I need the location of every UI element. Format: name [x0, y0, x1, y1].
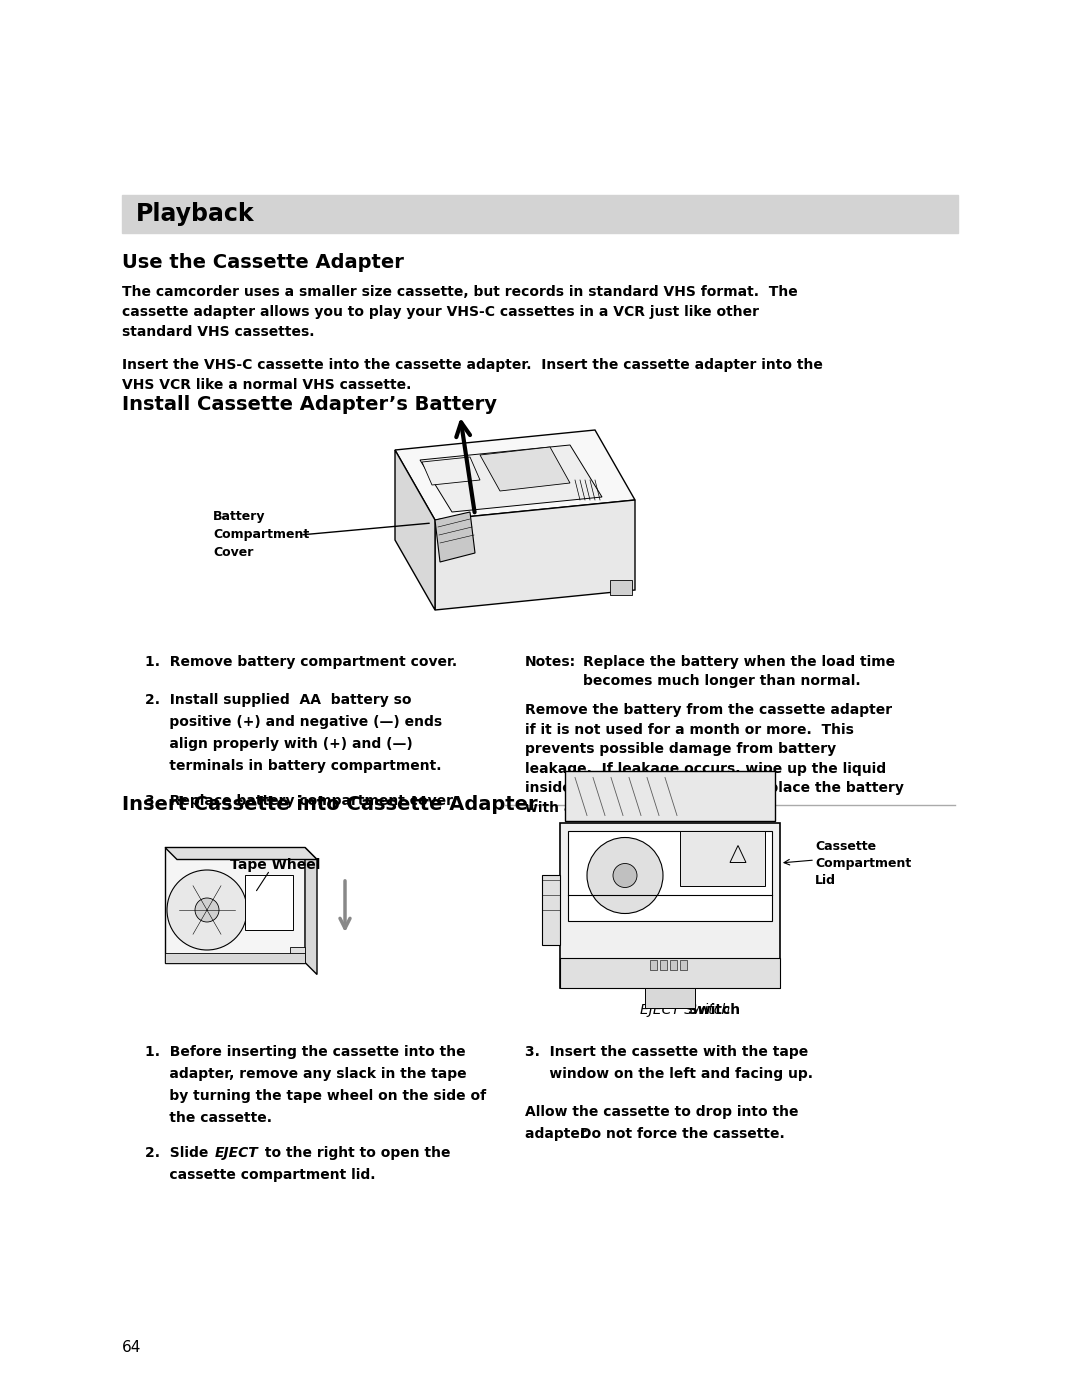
Text: adapter.: adapter.: [525, 1127, 595, 1141]
Text: The camcorder uses a smaller size cassette, but records in standard VHS format. : The camcorder uses a smaller size casset…: [122, 285, 798, 339]
Text: Playback: Playback: [136, 203, 255, 226]
Bar: [650, 960, 657, 970]
Text: Battery
Compartment
Cover: Battery Compartment Cover: [213, 510, 309, 559]
Bar: [122, 196, 958, 233]
Bar: [670, 960, 677, 970]
Text: 1.  Remove battery compartment cover.: 1. Remove battery compartment cover.: [145, 655, 457, 669]
Text: align properly with (+) and (—): align properly with (+) and (—): [145, 738, 413, 752]
Text: 3.  Replace battery compartment cover.: 3. Replace battery compartment cover.: [145, 793, 456, 807]
Bar: [561, 957, 780, 988]
Text: 2.  Install supplied  AA  battery so: 2. Install supplied AA battery so: [145, 693, 411, 707]
Text: window on the left and facing up.: window on the left and facing up.: [525, 1067, 813, 1081]
Circle shape: [167, 870, 247, 950]
Polygon shape: [395, 430, 635, 520]
Text: Allow the cassette to drop into the: Allow the cassette to drop into the: [525, 1105, 798, 1119]
Text: terminals in battery compartment.: terminals in battery compartment.: [145, 759, 442, 773]
Text: adapter, remove any slack in the tape: adapter, remove any slack in the tape: [145, 1067, 467, 1081]
Text: Insert the VHS-C cassette into the cassette adapter.  Insert the cassette adapte: Insert the VHS-C cassette into the casse…: [122, 358, 823, 393]
Polygon shape: [422, 457, 480, 485]
Text: Switch: Switch: [683, 1003, 740, 1017]
Text: the cassette.: the cassette.: [145, 1111, 272, 1125]
Text: cassette compartment lid.: cassette compartment lid.: [145, 1168, 376, 1182]
Text: Install Cassette Adapter’s Battery: Install Cassette Adapter’s Battery: [122, 395, 497, 414]
Bar: [245, 875, 293, 930]
Text: 2.  Slide: 2. Slide: [145, 1146, 213, 1160]
Bar: [291, 947, 305, 958]
Polygon shape: [305, 848, 318, 975]
Bar: [565, 771, 775, 820]
Text: Use the Cassette Adapter: Use the Cassette Adapter: [122, 253, 404, 272]
Text: EJECT Switch: EJECT Switch: [640, 1003, 730, 1017]
Text: EJECT: EJECT: [215, 1146, 259, 1160]
Polygon shape: [165, 848, 318, 859]
Text: Remove the battery from the cassette adapter
if it is not used for a month or mo: Remove the battery from the cassette ada…: [525, 703, 904, 814]
Bar: [165, 953, 305, 963]
Bar: [680, 960, 687, 970]
Text: Cassette
Compartment
Lid: Cassette Compartment Lid: [815, 840, 912, 887]
Text: Insert Cassette into Cassette Adapter: Insert Cassette into Cassette Adapter: [122, 795, 538, 814]
Text: by turning the tape wheel on the side of: by turning the tape wheel on the side of: [145, 1090, 486, 1104]
Bar: [660, 960, 667, 970]
Polygon shape: [420, 446, 602, 511]
Text: to the right to open the: to the right to open the: [260, 1146, 450, 1160]
Bar: [568, 830, 772, 921]
Circle shape: [195, 898, 219, 922]
Circle shape: [588, 837, 663, 914]
Bar: [542, 875, 561, 944]
Bar: [680, 830, 765, 886]
Text: Notes:: Notes:: [525, 655, 576, 669]
Text: Tape Wheel: Tape Wheel: [230, 858, 320, 872]
Text: 1.  Before inserting the cassette into the: 1. Before inserting the cassette into th…: [145, 1045, 465, 1059]
Text: Replace the battery when the load time
becomes much longer than normal.: Replace the battery when the load time b…: [583, 655, 895, 689]
Polygon shape: [435, 511, 475, 562]
Polygon shape: [480, 447, 570, 490]
Bar: [165, 848, 305, 963]
Polygon shape: [395, 450, 435, 610]
Polygon shape: [435, 500, 635, 610]
Circle shape: [613, 863, 637, 887]
Text: positive (+) and negative (—) ends: positive (+) and negative (—) ends: [145, 715, 442, 729]
Text: 64: 64: [122, 1340, 141, 1355]
Bar: [610, 580, 632, 595]
Text: Do not force the cassette.: Do not force the cassette.: [580, 1127, 785, 1141]
Bar: [561, 823, 780, 988]
Text: 3.  Insert the cassette with the tape: 3. Insert the cassette with the tape: [525, 1045, 808, 1059]
Bar: [645, 988, 696, 1007]
